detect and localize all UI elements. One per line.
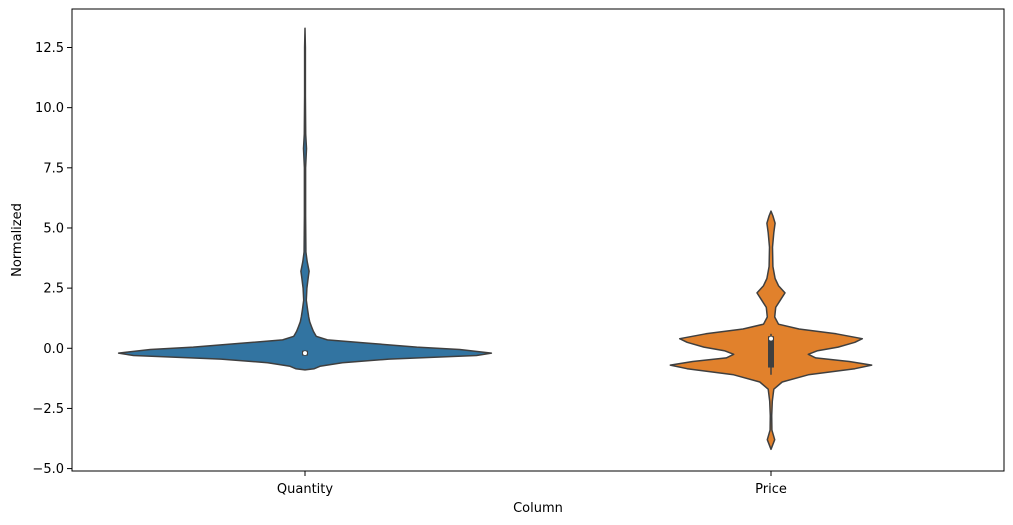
iqr-box [768, 336, 774, 368]
y-tick-label: 12.5 [35, 41, 64, 56]
median-marker [768, 335, 774, 342]
x-axis-label: Column [513, 501, 563, 516]
plot-frame [71, 8, 1005, 472]
violins-layer [117, 27, 873, 451]
y-axis: −5.0 −2.5 0.0 2.5 5.0 7.5 10.0 12.5 [32, 41, 72, 477]
y-tick-label: −5.0 [32, 462, 64, 477]
x-tick-label: Price [755, 482, 787, 497]
y-tick-label: −2.5 [32, 402, 64, 417]
y-tick-label: 2.5 [43, 282, 64, 297]
violin-quantity [117, 27, 493, 371]
inner-box-layer [302, 333, 774, 375]
y-tick-label: 5.0 [43, 221, 64, 236]
y-tick-label: 7.5 [43, 161, 64, 176]
median-marker [302, 350, 308, 356]
y-axis-label: Normalized [10, 203, 25, 277]
y-tick-label: 0.0 [43, 342, 64, 357]
x-axis: Quantity Price [277, 471, 787, 497]
violin-price [669, 210, 873, 451]
x-tick-label: Quantity [277, 482, 333, 497]
y-tick-label: 10.0 [35, 101, 64, 116]
